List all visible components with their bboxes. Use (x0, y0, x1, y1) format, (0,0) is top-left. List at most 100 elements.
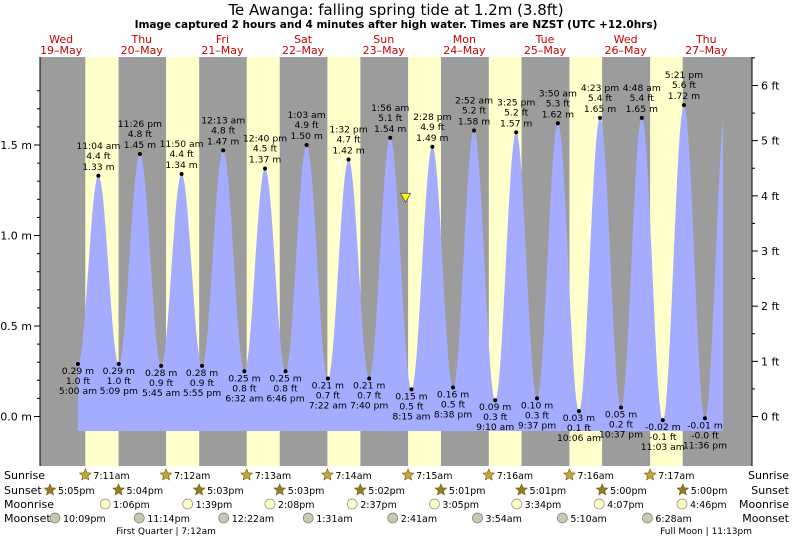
y-tick-label-ft: 1 ft (761, 355, 780, 368)
event-time-label: 7:11am (93, 471, 129, 482)
y-tick-label-ft: 5 ft (761, 135, 780, 148)
sun-icon (273, 483, 287, 496)
current-level-marker (399, 192, 412, 204)
tide-height-m-label: 1.57 m (500, 118, 532, 129)
tide-height-ft-label: 5.2 ft (504, 107, 529, 118)
tide-point (430, 144, 435, 149)
event-time-label: 5:00pm (691, 486, 728, 497)
day-name-label: Thu (695, 33, 717, 46)
row-label-right: Sunrise (748, 469, 789, 482)
tide-height-m-label: -0.02 m (645, 422, 681, 433)
tide-time-label: 2:28 pm (413, 112, 451, 123)
tide-height-ft-label: 0.9 ft (190, 378, 215, 389)
sun-icon (159, 468, 173, 481)
tide-time-label: 9:10 am (476, 422, 514, 433)
tide-height-ft-label: 0.3 ft (525, 410, 550, 421)
tide-height-m-label: 1.37 m (249, 155, 281, 166)
tide-point (555, 121, 560, 126)
tide-point (619, 405, 624, 410)
tide-height-m-label: 0.10 m (521, 400, 553, 411)
tide-height-ft-label: 4.8 ft (211, 125, 236, 136)
row-label-left: Sunrise (4, 469, 45, 482)
sun-icon (43, 483, 57, 496)
tide-height-ft-label: 5.6 ft (672, 80, 697, 91)
moonrise-icon (346, 498, 358, 510)
tide-height-ft-label: -0.1 ft (649, 432, 677, 443)
tide-point (116, 362, 121, 367)
y-tick-label-ft: 3 ft (761, 245, 780, 258)
event-time-label: 4:07pm (607, 500, 644, 511)
event-time-label: 5:03pm (207, 486, 244, 497)
tide-point (179, 171, 184, 176)
tide-point (200, 363, 205, 368)
tide-time-label: 3:25 pm (497, 97, 535, 108)
tide-height-m-label: 1.54 m (374, 124, 406, 135)
tide-time-label: 4:23 pm (581, 83, 619, 94)
chart-subtitle: Image captured 2 hours and 4 minutes aft… (135, 19, 658, 31)
tide-point (472, 128, 477, 133)
event-time-label: 5:02pm (368, 486, 405, 497)
tide-height-m-label: 0.09 m (479, 402, 511, 413)
tide-time-label: 8:15 am (392, 411, 430, 422)
tide-time-label: 10:06 am (557, 433, 601, 444)
sun-icon (434, 483, 448, 496)
tide-time-label: 8:38 pm (434, 410, 472, 421)
tide-height-m-label: 1.49 m (416, 133, 448, 144)
tide-height-ft-label: -0.0 ft (691, 430, 719, 441)
sun-moon-rows: Sunrise Sunrise 7:11am 7:12am 7:13am 7:14am 7:… (4, 468, 790, 537)
event-time-label: 7:15am (416, 471, 452, 482)
tide-time-label: 11:26 pm (118, 119, 162, 130)
row-label-left: Sunset (4, 484, 42, 497)
tide-point (388, 135, 393, 140)
day-date-label: 19–May (40, 44, 83, 57)
tide-height-m-label: 1.58 m (458, 117, 490, 128)
tide-point (242, 369, 247, 374)
tide-time-label: 5:00 am (59, 386, 97, 397)
tide-height-m-label: 0.21 m (353, 380, 385, 391)
tide-height-ft-label: 4.4 ft (86, 151, 111, 162)
event-time-label: 5:05pm (58, 486, 95, 497)
tide-point (514, 130, 519, 135)
row-label-right: Sunset (751, 484, 789, 497)
tide-height-m-label: 0.21 m (312, 380, 344, 391)
event-time-label: 5:01pm (449, 486, 486, 497)
tide-time-label: 12:40 pm (243, 134, 287, 145)
event-time-label: 7:12am (174, 471, 210, 482)
moonrise-icon (264, 498, 276, 510)
tide-height-m-label: 1.34 m (165, 160, 197, 171)
event-time-label: 5:04pm (127, 486, 164, 497)
tide-height-m-label: 1.72 m (668, 91, 700, 102)
tide-point (304, 143, 309, 147)
tide-point (346, 157, 351, 162)
sun-icon (515, 483, 529, 496)
tide-time-label: 5:55 pm (183, 388, 221, 399)
tide-time-label: 1:03 am (288, 110, 326, 121)
tide-time-label: 11:03 am (641, 442, 685, 453)
tide-height-ft-label: 5.3 ft (546, 98, 571, 109)
y-tick-label-ft: 6 ft (761, 79, 780, 92)
tide-height-ft-label: 1.0 ft (107, 376, 132, 387)
tide-height-ft-label: 0.9 ft (149, 378, 174, 389)
tide-point (325, 376, 330, 381)
y-tick-label-ft: 2 ft (761, 300, 780, 313)
sun-icon (78, 468, 92, 481)
tide-height-m-label: 1.65 m (626, 104, 658, 115)
tide-time-label: 7:22 am (309, 400, 347, 411)
day-name-label: Wed (614, 33, 638, 46)
event-time-label: 5:00pm (610, 486, 647, 497)
tide-height-ft-label: 0.8 ft (273, 383, 298, 394)
tide-time-label: 12:13 am (201, 115, 245, 126)
row-label-right: Moonrise (739, 498, 789, 511)
sun-icon (643, 468, 657, 481)
tide-area (78, 105, 724, 431)
tide-time-label: 5:09 pm (100, 386, 138, 397)
tide-height-ft-label: 0.1 ft (567, 423, 592, 434)
chart-title: Te Awanga: falling spring tide at 1.2m (… (227, 1, 563, 19)
tide-height-m-label: 0.29 m (103, 366, 135, 377)
row-label-right: Moonset (742, 512, 789, 525)
sun-icon (192, 483, 206, 496)
tide-height-m-label: 1.62 m (542, 109, 574, 120)
tide-height-m-label: 0.15 m (395, 391, 427, 402)
event-time-label: 3:05pm (442, 500, 479, 511)
